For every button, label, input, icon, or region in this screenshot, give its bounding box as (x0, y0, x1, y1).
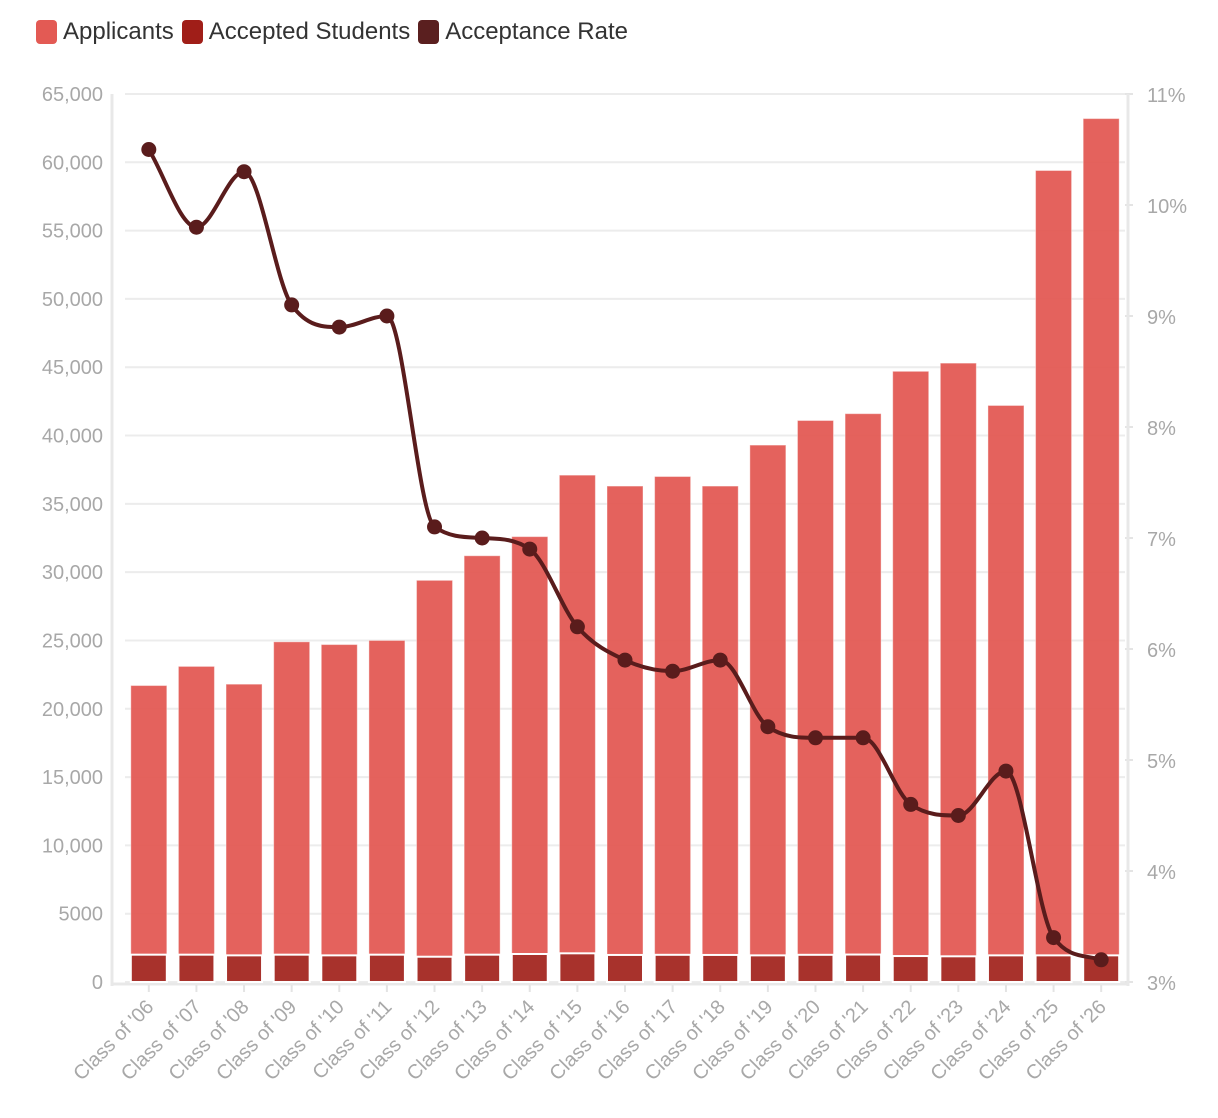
y-left-tick-label: 0 (92, 972, 103, 994)
applicants-bar (368, 639, 406, 983)
accepted-bar (225, 954, 264, 983)
applicants-bar (1035, 170, 1073, 983)
acceptance-rate-point (379, 308, 395, 324)
acceptance-rate-point (331, 319, 347, 335)
accepted-bar (796, 953, 835, 983)
y-left-tick-label: 65,000 (42, 84, 103, 106)
accepted-bar (939, 955, 978, 983)
accepted-bar (272, 953, 311, 984)
acceptance-rate-point (950, 808, 966, 823)
accepted-bar (510, 952, 549, 983)
applicants-bar (320, 644, 358, 983)
applicants-bar (654, 476, 692, 983)
y-left-tick-label: 35,000 (42, 494, 103, 516)
y-right-tick-label: 4% (1147, 862, 1176, 884)
applicants-bar (844, 413, 882, 983)
y-right-tick-label: 6% (1147, 640, 1176, 662)
acceptance-rate-point (284, 297, 300, 313)
acceptance-rate-point (569, 619, 585, 635)
applicants-bar (606, 485, 644, 983)
acceptance-rate-point (903, 796, 919, 812)
y-right-tick-label: 11% (1147, 85, 1186, 107)
applicants-bar (987, 404, 1025, 983)
legend-item-accepted[interactable]: Accepted Students (181, 18, 411, 46)
legend-swatch-accepted (181, 20, 203, 44)
y-left-tick-label: 25,000 (42, 630, 103, 652)
applicants-bar (892, 370, 930, 983)
acceptance-rate-point (617, 652, 633, 668)
applicants-bar (749, 444, 787, 983)
acceptance-rate-point (474, 530, 490, 546)
y-left-tick-label: 40,000 (42, 426, 103, 448)
applicants-bar (701, 485, 739, 983)
y-left-tick-label: 20,000 (42, 699, 103, 721)
applicants-bar (130, 685, 168, 983)
y-left-tick-label: 45,000 (42, 357, 103, 379)
accepted-bar (844, 953, 883, 983)
acceptance-rate-point (522, 541, 538, 557)
legend-item-rate[interactable]: Acceptance Rate (418, 18, 628, 46)
accepted-bar (748, 954, 787, 983)
applicants-bar (939, 362, 977, 983)
acceptance-rate-point (1046, 930, 1062, 946)
y-left-tick-label: 60,000 (42, 152, 103, 174)
y-right-tick-label: 10% (1147, 196, 1187, 218)
legend: Applicants Accepted Students Acceptance … (36, 18, 630, 46)
acceptance-rate-point (1093, 952, 1109, 968)
acceptance-rate-point (998, 763, 1014, 779)
acceptance-rate-point (665, 663, 681, 679)
accepted-bar (463, 953, 502, 984)
y-left-tick-label: 5000 (59, 904, 104, 926)
accepted-bar (558, 952, 597, 984)
legend-item-applicants[interactable]: Applicants (36, 18, 174, 46)
legend-swatch-rate (418, 20, 440, 44)
accepted-bar (129, 953, 168, 984)
legend-label: Acceptance Rate (445, 18, 628, 45)
accepted-bar (367, 953, 406, 984)
y-right-tick-label: 3% (1147, 973, 1176, 995)
acceptance-rate-point (712, 652, 728, 668)
applicants-bar (177, 665, 215, 983)
acceptance-rate-point (807, 730, 823, 746)
y-left-tick-label: 15,000 (42, 767, 103, 789)
y-left-tick-label: 10,000 (42, 835, 103, 857)
applicants-bar (1082, 118, 1120, 983)
acceptance-rate-point (427, 519, 443, 535)
acceptance-rate-point (188, 219, 204, 235)
acceptance-rate-point (855, 730, 871, 746)
acceptance-rate-point (760, 719, 776, 735)
applicants-bar (558, 474, 596, 983)
accepted-bar (415, 955, 454, 983)
legend-label: Accepted Students (208, 18, 411, 45)
y-right-tick-label: 9% (1147, 307, 1176, 329)
acceptance-rate-point (236, 164, 252, 180)
acceptance-rate-point (141, 142, 157, 157)
legend-label: Applicants (63, 18, 174, 45)
y-left-tick-label: 30,000 (42, 562, 103, 584)
accepted-bar (177, 953, 216, 984)
applicants-bar (273, 641, 311, 983)
accepted-bar (1034, 954, 1073, 983)
y-left-tick-label: 55,000 (42, 221, 103, 243)
legend-swatch-applicants (36, 20, 57, 44)
applicants-bar (511, 536, 549, 983)
accepted-bar (606, 953, 644, 983)
applicants-bar (416, 579, 454, 983)
applicants-bar (463, 555, 501, 983)
y-right-tick-label: 7% (1147, 529, 1176, 551)
accepted-bar (320, 954, 359, 983)
accepted-bar (653, 953, 692, 983)
accepted-bar (701, 953, 740, 983)
accepted-bar (891, 955, 930, 984)
y-right-tick-label: 8% (1147, 418, 1176, 440)
applicants-bar (796, 420, 834, 983)
y-left-tick-label: 50,000 (42, 289, 103, 311)
accepted-bar (986, 954, 1025, 983)
y-right-tick-label: 5% (1147, 751, 1176, 773)
applicants-bar (225, 683, 263, 983)
